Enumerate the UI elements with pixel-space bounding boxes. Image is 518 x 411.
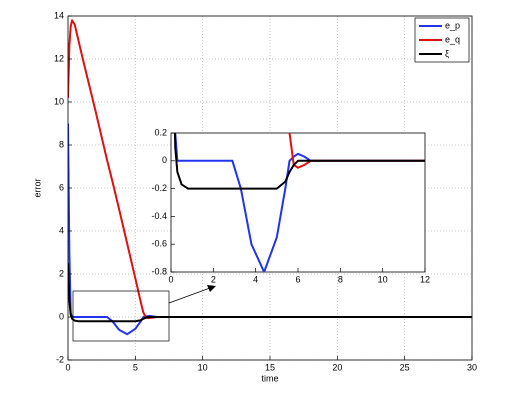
y-tick-label: 4	[59, 225, 64, 235]
x-tick-label: 10	[378, 274, 388, 284]
line-series	[288, 133, 425, 169]
y-tick-label: -0.6	[151, 239, 167, 249]
line-series	[68, 263, 472, 323]
y-tick-label: 0.2	[154, 127, 167, 137]
y-tick-label: 10	[54, 96, 64, 106]
line-series	[173, 133, 425, 190]
legend-label: e_p	[445, 20, 460, 30]
x-axis-label: time	[261, 373, 278, 383]
x-tick-label: 15	[265, 362, 275, 372]
x-tick-label: 4	[253, 274, 258, 284]
x-tick-label: 0	[168, 274, 173, 284]
arrow-head	[207, 285, 216, 292]
y-tick-label: 2	[59, 268, 64, 278]
y-tick-label: 0	[59, 311, 64, 321]
x-tick-label: 8	[338, 274, 343, 284]
y-tick-label: 14	[54, 10, 64, 20]
inset-frame	[170, 132, 426, 273]
legend-label: ξ	[445, 48, 449, 58]
y-tick-label: 8	[59, 139, 64, 149]
x-tick-label: 12	[420, 274, 430, 284]
x-tick-label: 30	[467, 362, 477, 372]
x-tick-label: 0	[65, 362, 70, 372]
x-tick-label: 10	[198, 362, 208, 372]
y-tick-label: -0.2	[151, 183, 167, 193]
y-axis-label: error	[32, 178, 42, 197]
line-series	[174, 133, 425, 272]
x-tick-label: 20	[332, 362, 342, 372]
y-tick-label: -0.4	[151, 211, 167, 221]
y-tick-label: 12	[54, 53, 64, 63]
y-tick-label: 0	[162, 155, 167, 165]
y-tick-label: 6	[59, 182, 64, 192]
y-tick-label: -0.8	[151, 266, 167, 276]
legend-label: e_q	[445, 34, 460, 44]
x-tick-label: 25	[400, 362, 410, 372]
zoom-arrow	[168, 287, 211, 304]
x-tick-label: 6	[295, 274, 300, 284]
x-tick-label: 5	[133, 362, 138, 372]
y-tick-label: -2	[56, 354, 64, 364]
x-tick-label: 2	[211, 274, 216, 284]
zoom-box	[72, 290, 170, 342]
